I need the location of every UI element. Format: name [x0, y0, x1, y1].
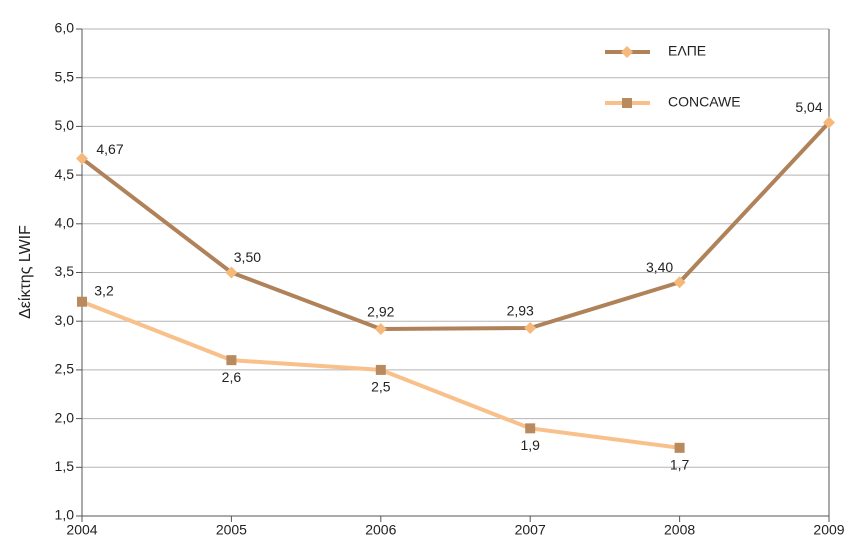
y-tick-label: 1,5 — [55, 458, 75, 474]
point — [375, 364, 386, 375]
data-label: 3,40 — [646, 259, 673, 275]
y-tick-label: 2,5 — [55, 361, 75, 377]
y-tick-label: 4,0 — [55, 215, 75, 231]
point — [226, 355, 237, 366]
x-tick-label: 2004 — [66, 522, 97, 538]
y-tick-label: 2,0 — [55, 409, 75, 425]
data-label: 1,7 — [670, 457, 690, 473]
data-label: 2,92 — [367, 304, 394, 320]
legend-label: ΕΛΠΕ — [668, 43, 706, 59]
legend-label: CONCAWE — [668, 94, 741, 110]
y-tick-label: 3,0 — [55, 312, 75, 328]
x-tick-label: 2006 — [365, 522, 396, 538]
x-tick-label: 2009 — [813, 522, 844, 538]
legend-marker — [622, 98, 632, 108]
y-tick-label: 6,0 — [55, 20, 75, 36]
y-axis-label: Δείκτης LWIF — [17, 225, 34, 319]
point — [374, 322, 387, 335]
point — [225, 266, 238, 279]
point — [77, 296, 87, 307]
x-tick-label: 2008 — [664, 522, 695, 538]
data-label: 1,9 — [520, 437, 540, 453]
series-line — [80, 121, 831, 331]
data-label: 2,93 — [507, 303, 534, 319]
point — [673, 276, 686, 289]
y-tick-label: 1,0 — [55, 507, 75, 523]
data-label: 3,2 — [94, 282, 114, 298]
point — [76, 152, 88, 165]
y-tick-label: 3,5 — [55, 263, 75, 279]
x-tick-label: 2007 — [515, 522, 546, 538]
point — [525, 423, 536, 434]
point — [524, 322, 537, 335]
point — [674, 442, 685, 453]
data-label: 2,6 — [222, 369, 242, 385]
point — [823, 116, 835, 129]
data-label: 5,04 — [795, 99, 822, 115]
legend-marker — [621, 46, 633, 58]
data-label: 3,50 — [234, 249, 261, 265]
x-tick-label: 2005 — [216, 522, 247, 538]
data-label: 4,67 — [96, 141, 123, 157]
y-tick-label: 4,5 — [55, 166, 75, 182]
y-tick-label: 5,5 — [55, 68, 75, 84]
y-tick-label: 5,0 — [55, 117, 75, 133]
data-label: 2,5 — [371, 379, 391, 395]
